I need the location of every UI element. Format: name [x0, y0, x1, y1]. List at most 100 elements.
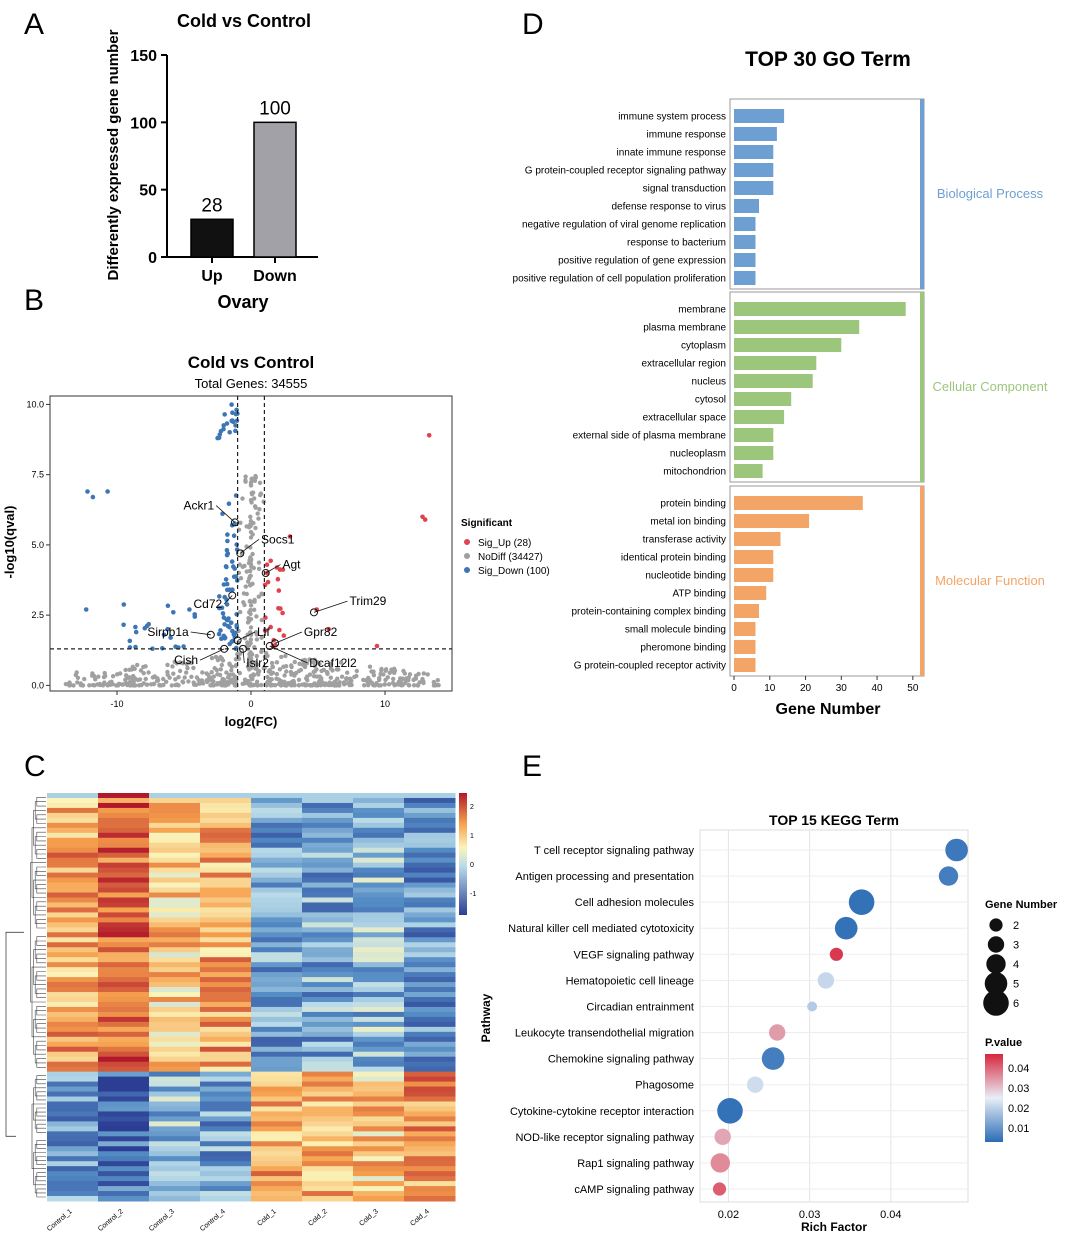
dendrogram-branch	[34, 871, 46, 890]
heatmap-cell	[200, 1081, 252, 1088]
heatmap-cell	[404, 1116, 456, 1122]
heatmap-cell	[149, 837, 201, 844]
panel-b-y-tick-label: 7.5	[31, 470, 44, 480]
volcano-point-nodiff	[300, 682, 305, 687]
panel-b-y-tick-label: 5.0	[31, 540, 44, 550]
panel-d-x-tick-label: 40	[872, 683, 884, 694]
heatmap-cell	[251, 987, 303, 993]
heatmap-cell	[98, 1191, 150, 1197]
volcano-point-nodiff	[283, 653, 288, 659]
heatmap-cell	[98, 1016, 150, 1023]
heatmap-cell	[149, 842, 201, 849]
heatmap-cell	[353, 937, 405, 943]
volcano-point-nodiff	[68, 682, 73, 688]
kegg-pathway-label: Cell adhesion molecules	[575, 897, 695, 909]
panel-b-legend-marker	[464, 539, 470, 545]
go-term-label: immune response	[647, 130, 727, 141]
heatmap-cell	[47, 1116, 99, 1122]
heatmap-cell	[353, 852, 405, 859]
volcano-point-nodiff	[78, 681, 84, 686]
volcano-point-nodiff	[244, 591, 249, 597]
heatmap-colorbar-tick: 1	[470, 833, 474, 840]
panel-b-x-tick-label: 10	[380, 699, 390, 709]
heatmap-cell	[200, 1091, 252, 1098]
volcano-point-sig-down	[229, 402, 234, 407]
heatmap-cell	[98, 1141, 150, 1147]
gene-label: Islr2	[246, 656, 269, 670]
volcano-point-sig-down	[90, 494, 96, 500]
heatmap-cell	[200, 807, 252, 814]
kegg-pathway-label: Rap1 signaling pathway	[577, 1158, 694, 1170]
heatmap-cell	[302, 927, 354, 933]
heatmap-cell	[47, 1061, 99, 1068]
go-bar	[734, 145, 774, 159]
heatmap-cell	[353, 892, 405, 898]
kegg-bubble	[848, 889, 875, 915]
heatmap-cell	[251, 1146, 303, 1152]
heatmap-cell	[47, 1011, 99, 1018]
volcano-point-nodiff	[309, 683, 315, 688]
go-group-strip-molecular-function	[920, 486, 924, 676]
heatmap-cell	[47, 917, 99, 923]
volcano-point-nodiff	[109, 679, 114, 684]
heatmap-cell	[47, 807, 99, 814]
heatmap-cell	[353, 1021, 405, 1028]
go-term-label: cytoplasm	[681, 341, 726, 352]
gene-label-leader	[265, 564, 281, 574]
heatmap-cell	[47, 1166, 99, 1172]
heatmap-cell	[302, 947, 354, 953]
gene-label: Agt	[282, 558, 301, 572]
dendrogram-branch	[36, 1091, 46, 1101]
heatmap-cell	[251, 1181, 303, 1187]
heatmap-colorbar-tick: -1	[470, 891, 476, 898]
volcano-point-nodiff	[63, 681, 69, 687]
heatmap-cell	[302, 1031, 354, 1038]
heatmap-cell	[149, 1086, 201, 1093]
heatmap-cell	[251, 1186, 303, 1192]
heatmap-cell	[47, 1196, 99, 1202]
volcano-point-nodiff	[247, 598, 253, 604]
panel-a-bar-up	[190, 218, 234, 258]
volcano-point-nodiff	[164, 679, 169, 684]
heatmap-cell	[353, 1001, 405, 1008]
heatmap-cell	[200, 1101, 252, 1107]
heatmap-cell	[98, 952, 150, 958]
volcano-point-nodiff	[117, 681, 122, 687]
heatmap-cell	[149, 1026, 201, 1033]
heatmap-cell	[302, 1166, 354, 1172]
go-bar	[734, 446, 774, 460]
heatmap-cell	[251, 1116, 303, 1122]
go-term-label: protein-containing complex binding	[571, 607, 726, 618]
heatmap-cell	[98, 947, 150, 953]
heatmap-cell	[149, 1096, 201, 1102]
heatmap-cell	[200, 827, 252, 834]
heatmap-cell	[302, 1181, 354, 1187]
volcano-point-nodiff	[254, 666, 259, 671]
heatmap-cell	[149, 897, 201, 903]
volcano-point-nodiff	[407, 683, 412, 688]
heatmap-cell	[98, 977, 150, 983]
heatmap-cell	[251, 902, 303, 908]
heatmap-cell	[353, 917, 405, 923]
kegg-bubble	[717, 1098, 743, 1124]
volcano-point-sig-down	[228, 620, 234, 625]
heatmap-cell	[200, 887, 252, 894]
volcano-point-nodiff	[245, 640, 250, 645]
heatmap-cell	[353, 927, 405, 933]
go-bar	[734, 109, 785, 123]
heatmap-cell	[98, 867, 150, 874]
volcano-point-sig-down	[231, 574, 237, 579]
heatmap-cell	[251, 1171, 303, 1177]
go-term-label: G protein-coupled receptor signaling pat…	[525, 166, 726, 177]
heatmap-cell	[251, 1166, 303, 1172]
heatmap-cell	[47, 907, 99, 913]
go-bar	[734, 640, 756, 654]
heatmap-cell	[47, 1186, 99, 1192]
volcano-point-sig-up	[262, 582, 268, 588]
heatmap-cell	[353, 1066, 405, 1073]
heatmap-cell	[251, 912, 303, 918]
volcano-point-nodiff	[345, 670, 350, 675]
volcano-point-sig-down	[226, 501, 232, 507]
heatmap-cell	[98, 877, 150, 884]
heatmap-cell	[200, 837, 252, 844]
